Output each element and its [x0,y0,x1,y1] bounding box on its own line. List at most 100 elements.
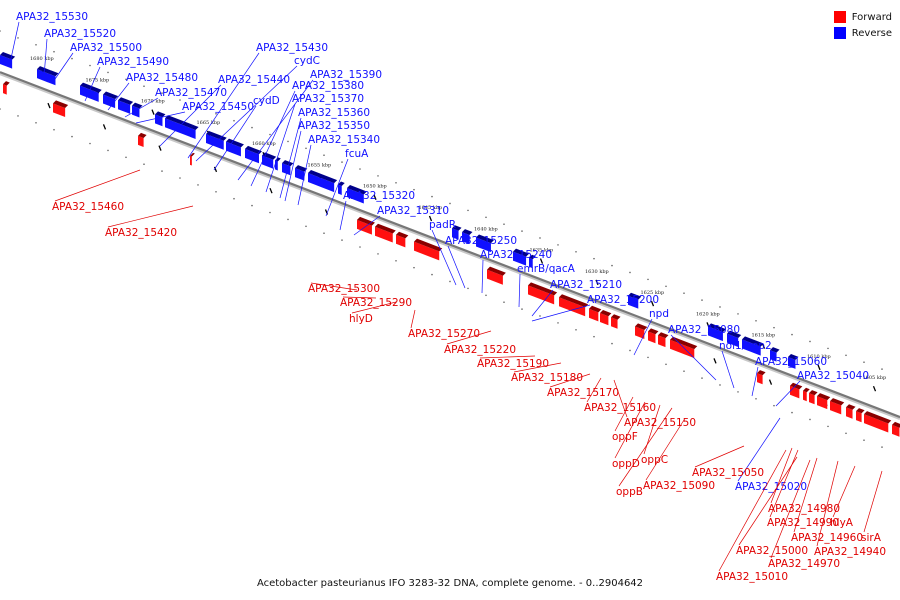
gene-label: APA32_15190 [477,355,549,370]
track-dot [629,349,631,352]
track-dot [161,170,163,172]
gene-labels: APA32_15530 APA32_15520 APA32_15500 APA32_1… [9,11,886,583]
track-dot [305,147,307,150]
gene-label-text: npd [649,308,669,320]
track-dot [143,163,145,165]
forward-gene [414,238,443,261]
tick-marks: 1680 kbp 1675 kbp 1670 kbp 1665 kbp 1660 kbp… [30,56,886,428]
leader-line [816,460,839,547]
reverse-gene [0,52,16,69]
gene-label-text: hlyA [830,517,854,529]
gene-top [742,336,764,347]
track-dot [791,411,793,414]
leader-line [694,445,745,468]
gene-label-text: oppD [612,458,640,470]
track-dot [377,253,379,255]
gene-top [856,408,865,414]
leader-line [479,355,536,359]
gene-top [462,229,473,235]
gene-label: APA32_15310 [353,205,449,236]
gene-label-text: APA32_15530 [16,11,88,23]
gene-label: APA32_15050 [692,445,764,479]
tick-mark [872,385,877,392]
track-dot [647,278,649,281]
gene-face [727,333,739,347]
tick-label: 1630 kbp [585,269,609,275]
gene-label: APA32_15060 [751,356,827,397]
reverse-gene [628,292,642,309]
gene-label-text: oppB [616,486,643,498]
gene-label: APA32_15490 [84,56,169,102]
gene-face [414,241,440,261]
gene-label: cydD [213,95,280,171]
track-dot [755,319,757,322]
gene-top [809,390,818,396]
gene-label: APA32_15020 [735,417,807,493]
gene-label-text: APA32_15430 [256,42,328,54]
gene-label: oppC [641,404,668,466]
gene-label: APA32_15210 [531,279,622,317]
gene-label-text: APA32_15250 [445,235,517,247]
track-dot [251,204,253,207]
gene-top [817,393,831,401]
gene-label-text: APA32_15490 [97,56,169,68]
tick-label: 1610 kbp [807,354,831,360]
reverse-gene [190,124,199,139]
track-dot [431,195,433,198]
leader-line [135,111,186,124]
reverse-gene [788,354,799,369]
forward-gene [559,294,589,317]
gene-face [295,168,305,181]
gene-label: APA32_15150 [613,379,696,429]
gene-top [790,382,803,390]
gene-top [165,115,194,128]
gene-label: APA32_15450 [135,101,254,124]
gene-face [190,127,196,139]
gene-label: APA32_15160 [584,377,656,414]
forward-gene [375,223,396,243]
gene-face [770,350,777,362]
gene-label: APA32_15080 [668,324,740,381]
track-dot [413,266,415,269]
gene-top [611,314,621,320]
gene-label-text: APA32_15060 [755,356,827,368]
gene-face [338,184,342,195]
gene-label-text: APA32_15470 [155,87,227,99]
leader-line [737,417,781,482]
gene-face [487,269,503,285]
gene-top [589,305,602,313]
leader-line [297,144,312,206]
gene-top [892,421,900,428]
gene-label-text: APA32_15170 [547,387,619,399]
gene-label: APA32_15290 [340,296,412,309]
track-dot [467,287,469,290]
leader-line [325,158,349,217]
track-dot [17,37,19,39]
forward-gene [138,132,147,148]
track-dot [233,119,235,122]
gene-face [817,396,828,410]
track-dot [827,425,829,428]
gene-label-text: APA32_14970 [768,558,840,570]
track-dot [395,181,397,184]
gene-top [658,332,669,339]
track-dot [395,259,397,262]
gene-face [856,411,862,423]
gene-top [600,309,612,317]
track-dot [665,363,667,366]
gene-label: npd [633,308,669,356]
gene-label-text: nol1/nop2 [719,340,772,352]
track-dot [359,168,361,170]
track-dot [125,78,127,81]
track-dot [53,128,55,131]
gene-top [628,292,642,300]
gene-label-text: APA32_15300 [308,283,380,295]
gene-label-text: emrB/qacA [517,263,576,275]
leader-line [531,304,591,322]
track-dot [125,156,127,159]
legend: Forward Reverse [833,9,892,41]
gene-label-text: APA32_15350 [298,120,370,132]
forward-gene [817,393,831,410]
tick-mark [269,187,273,194]
leader-line [351,301,397,314]
